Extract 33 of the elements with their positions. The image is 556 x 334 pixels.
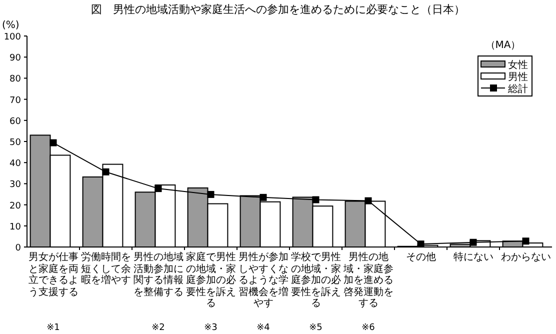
annotation: （MA）: [485, 40, 521, 51]
x-tick-label: 労働時間を短くして余暇を増やす: [80, 252, 132, 286]
text: ※3: [204, 323, 218, 333]
x-tick-label: 男性が参加しやすくなるような学習機会を増やす: [238, 252, 289, 310]
x-tick-label: 学校で男性の地域・家庭参加の必要性を訴える: [290, 252, 342, 310]
x-tick-label: 男女が仕事と家庭を両立できるよう支援する: [28, 252, 79, 298]
text: ※1: [46, 323, 60, 333]
y-tick-label: 60: [10, 116, 22, 127]
x-tick-label: 男性の地域活動参加に関する情報を整備する: [132, 252, 184, 298]
y-tick-label: 80: [10, 74, 22, 85]
chart-title: 図 男性の地域活動や家庭生活への参加を進めるために必要なこと（日本）: [91, 3, 465, 16]
x-tick-label: 男性の地域・家庭参加を進める啓発運動をする: [342, 252, 394, 310]
text: ※2: [152, 323, 165, 333]
x-tick-label: 家庭で男性の地域・家庭参加の必要性を訴える: [185, 252, 236, 310]
y-tick-label: 90: [10, 54, 22, 64]
y-tick-label: 20: [10, 201, 22, 212]
x-tick-label: その他: [404, 252, 437, 264]
y-tick-label: 70: [10, 96, 22, 106]
legend-label: 男性: [508, 71, 528, 83]
y-tick-label: 10: [10, 222, 22, 232]
y-tick-label: 0: [15, 244, 22, 254]
y-axis-title: (%): [2, 20, 20, 31]
x-tick-label: わからない: [500, 252, 552, 264]
y-tick-label: 100: [4, 32, 22, 42]
y-tick-label: 40: [10, 159, 22, 170]
legend-label: 総計: [507, 83, 528, 95]
x-tick-label: 特にない: [452, 252, 494, 264]
legend-label: 女性: [508, 59, 528, 71]
text: ※5: [309, 323, 322, 333]
y-tick-label: 50: [10, 138, 22, 148]
y-tick-label: 30: [10, 180, 22, 190]
text: ※4: [256, 323, 270, 333]
text: ※6: [362, 323, 376, 333]
